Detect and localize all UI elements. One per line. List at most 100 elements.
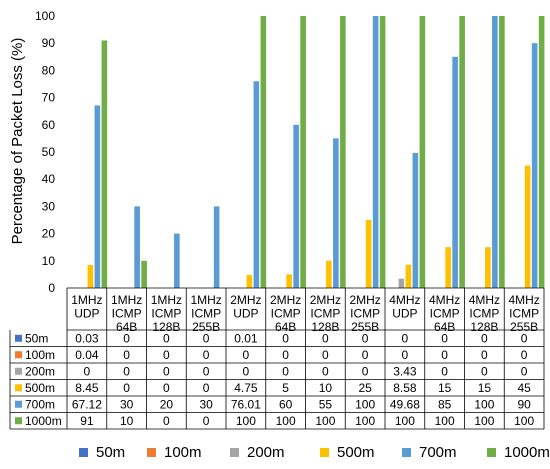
table-cell: 0 <box>163 414 170 428</box>
legend-label-700m: 700m <box>419 444 457 461</box>
table-cell: 4.75 <box>234 381 258 395</box>
bar-500m-11 <box>524 165 531 288</box>
row-swatch-50m <box>15 334 22 342</box>
category-label: 4MHz UDP <box>389 293 420 321</box>
y-tick-label: 90 <box>42 36 56 50</box>
y-tick-label: 50 <box>42 145 56 159</box>
y-tick-label: 0 <box>48 281 55 295</box>
bar-700m-8 <box>412 152 419 288</box>
bar-1000m-5 <box>300 16 306 288</box>
table-cell: 0 <box>521 365 528 379</box>
category-label: 4MHz ICMP 128B <box>469 293 500 334</box>
table-cell: 30 <box>199 398 213 412</box>
row-label-100m: 100m <box>25 348 55 362</box>
table-cell: 0 <box>163 332 170 346</box>
category-label: 1MHz ICMP 128B <box>151 293 182 334</box>
table-cell: 0 <box>521 348 528 362</box>
bar-1000m-10 <box>499 16 505 288</box>
table-cell: 0 <box>362 365 369 379</box>
bar-1000m-1 <box>141 260 147 288</box>
table-cell: 100 <box>276 414 296 428</box>
table-cell: 100 <box>315 414 335 428</box>
table-cell: 0 <box>362 348 369 362</box>
bar-500m-0 <box>87 265 94 288</box>
bar-700m-9 <box>452 56 458 288</box>
bar-1000m-6 <box>340 16 346 288</box>
legend-label-100m: 100m <box>164 444 202 461</box>
table-cell: 0 <box>163 348 170 362</box>
y-tick-label: 10 <box>42 254 56 268</box>
row-label-50m: 50m <box>25 332 48 346</box>
table-cell: 0 <box>123 332 130 346</box>
row-swatch-1000m <box>15 417 22 425</box>
category-label: 1MHz ICMP 255B <box>190 293 221 334</box>
row-swatch-200m <box>15 367 22 375</box>
bar-700m-6 <box>333 138 339 288</box>
legend-label-200m: 200m <box>247 444 285 461</box>
table-cell: 100 <box>236 414 256 428</box>
table-cell: 0 <box>123 348 130 362</box>
category-label: 1MHz UDP <box>71 293 102 321</box>
bar-700m-4 <box>253 81 260 288</box>
row-label-1000m: 1000m <box>25 414 62 428</box>
legend-label-500m: 500m <box>337 444 375 461</box>
table-cell: 10 <box>120 414 134 428</box>
y-axis-title: Percentage of Packet Loss (%) <box>9 38 26 245</box>
bar-1000m-4 <box>260 16 267 288</box>
bar-700m-11 <box>531 43 538 289</box>
legend-swatch-100m <box>147 448 156 457</box>
table-cell: 0 <box>203 332 210 346</box>
legend: 50m 100m 200m 500m 700m 1000m <box>79 444 550 461</box>
table-cell: 0 <box>481 332 488 346</box>
legend-label-50m: 50m <box>96 444 125 461</box>
table-cell: 0 <box>441 332 448 346</box>
table-cell: 0 <box>203 348 210 362</box>
legend-swatch-200m <box>230 448 239 457</box>
table-cell: 85 <box>438 398 452 412</box>
y-tick-label: 40 <box>42 172 56 186</box>
table-cell: 0 <box>123 381 130 395</box>
table-cell: 90 <box>517 398 531 412</box>
bar-500m-6 <box>326 260 332 288</box>
table-cell: 0 <box>322 365 329 379</box>
table-cell: 91 <box>80 414 94 428</box>
bar-700m-5 <box>293 124 299 288</box>
bar-1000m-0 <box>101 40 108 289</box>
y-tick-label: 60 <box>42 118 56 132</box>
table-cell: 55 <box>319 398 333 412</box>
category-label: 2MHz ICMP 255B <box>349 293 380 334</box>
table-cell: 5 <box>282 381 289 395</box>
table-cell: 0 <box>282 348 289 362</box>
table-cell: 0 <box>441 365 448 379</box>
table-cell: 0.04 <box>75 348 99 362</box>
bar-700m-3 <box>213 206 220 288</box>
table-cell: 0 <box>402 332 409 346</box>
axes: 0 10 20 30 40 50 60 70 80 90 100 <box>35 9 55 295</box>
legend-swatch-700m <box>402 448 411 457</box>
bar-700m-0 <box>94 105 101 289</box>
table-cell: 8.45 <box>75 381 99 395</box>
y-tick-label: 30 <box>42 199 56 213</box>
bar-500m-10 <box>485 247 491 288</box>
bars <box>66 16 545 289</box>
table-cell: 10 <box>319 381 333 395</box>
table-cell: 100 <box>355 398 375 412</box>
table-cell: 0 <box>243 348 250 362</box>
table-cell: 0 <box>481 348 488 362</box>
table-cell: 100 <box>395 414 415 428</box>
bar-500m-8 <box>405 264 412 288</box>
bar-1000m-9 <box>459 16 465 288</box>
bar-500m-4 <box>246 275 253 288</box>
table-cell: 100 <box>435 414 455 428</box>
table-cell: 0 <box>282 332 289 346</box>
y-tick-label: 70 <box>42 91 56 105</box>
bar-1000m-7 <box>379 16 386 288</box>
table-cell: 0 <box>282 365 289 379</box>
table-cell: 0 <box>123 365 130 379</box>
table-cell: 0 <box>243 365 250 379</box>
category-label: 1MHz ICMP 64B <box>111 293 142 334</box>
row-label-500m: 500m <box>25 381 55 395</box>
table-cell: 49.68 <box>390 398 420 412</box>
table-cell: 25 <box>358 381 372 395</box>
